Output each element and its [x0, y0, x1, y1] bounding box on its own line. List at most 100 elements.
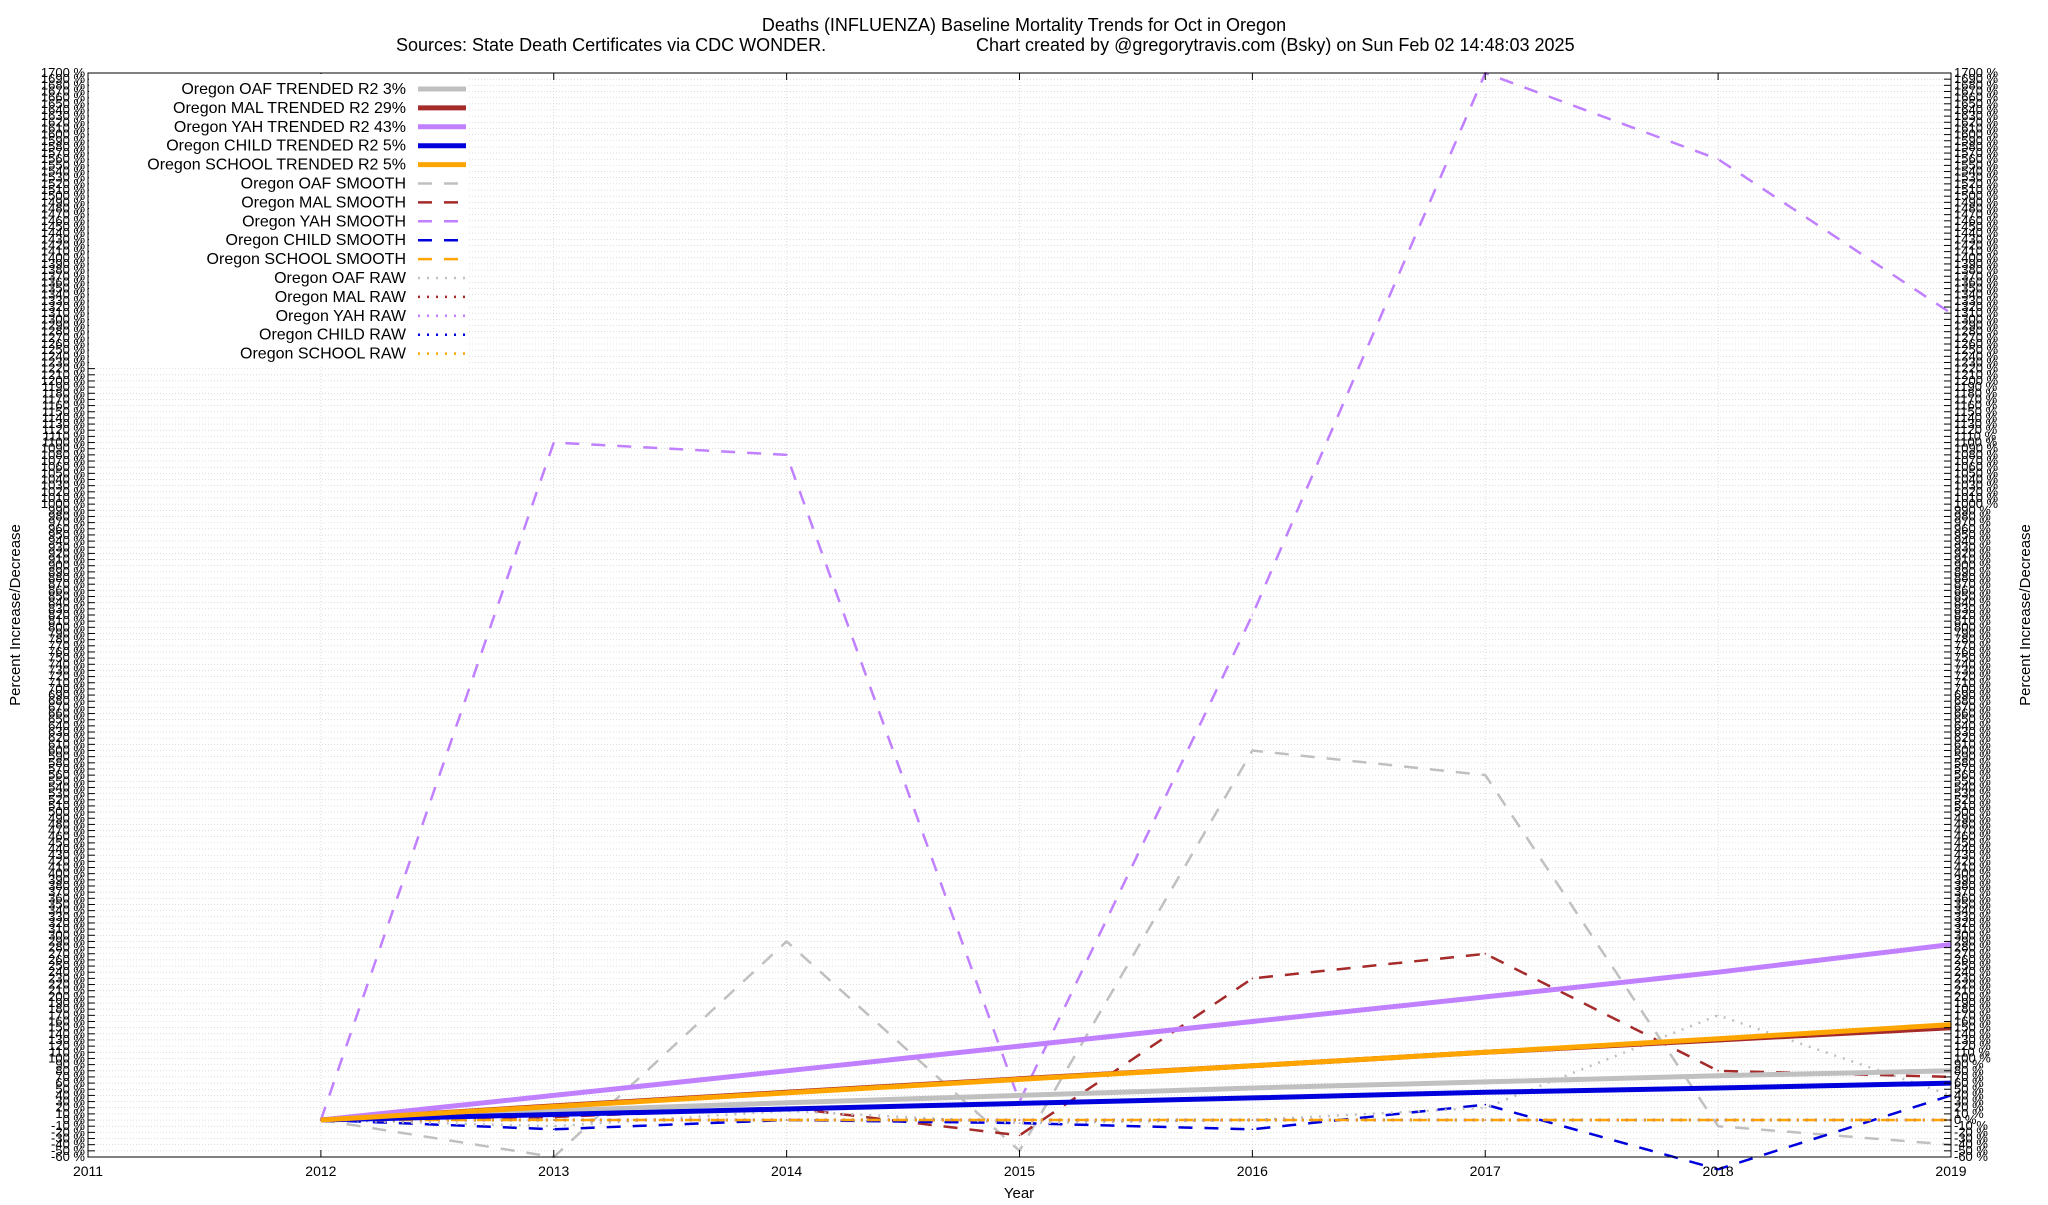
- data-point: [1717, 971, 1719, 973]
- y-tick-label: 1150 %: [1954, 404, 1998, 419]
- data-point: [1484, 1091, 1487, 1094]
- y-tick-label: 250 %: [48, 958, 85, 973]
- y-tick-label: 1570 %: [41, 145, 86, 160]
- y-tick-label: 1520 %: [41, 176, 86, 191]
- y-tick-label: 530 %: [1954, 786, 1991, 801]
- data-point: [1251, 977, 1254, 980]
- data-point: [1251, 1020, 1254, 1023]
- y-tick-label: 170 %: [48, 1007, 85, 1022]
- y-tick-label: 1420 %: [41, 237, 86, 252]
- data-point: [553, 1128, 555, 1131]
- y-tick-label: 900 %: [1954, 558, 1991, 573]
- data-point: [1717, 1070, 1719, 1072]
- y-tick-label: 1410 %: [1954, 244, 1999, 259]
- y-tick-label: -20 %: [1954, 1124, 1988, 1139]
- y-tick-label: 230 %: [1954, 970, 1991, 985]
- data-point: [1251, 1128, 1254, 1131]
- series-line-8: [320, 1094, 1952, 1171]
- y-tick-label: 190 %: [48, 995, 85, 1010]
- data-point: [553, 441, 555, 444]
- data-point: [1018, 1119, 1021, 1121]
- y-tick-label: 1360 %: [1954, 274, 1999, 289]
- y-tick-label: 1180 %: [42, 385, 86, 400]
- y-tick-label: 1030 %: [41, 478, 86, 493]
- y-tick-label: 1200 %: [1954, 373, 1999, 388]
- series-layer: [319, 71, 1952, 1171]
- y-tick-label: 820 %: [48, 607, 85, 622]
- y-tick-label: 510 %: [48, 798, 85, 813]
- x-tick-label: 2013: [538, 1163, 569, 1179]
- y-tick-label: 1220 %: [41, 361, 86, 376]
- x-tick-label: 2014: [771, 1163, 802, 1179]
- y-tick-label: 1150 %: [42, 404, 86, 419]
- y-tick-label: 1590 %: [41, 133, 86, 148]
- y-tick-label: 1080 %: [1954, 447, 1999, 462]
- y-tick-label: 1250 %: [1954, 342, 1999, 357]
- y-tick-label: 850 %: [1954, 589, 1991, 604]
- legend-label: Oregon MAL TRENDED R2 29%: [173, 100, 406, 117]
- y-tick-label: 780 %: [48, 632, 85, 647]
- y-tick-label: 110 %: [49, 1044, 85, 1059]
- y-tick-label: 1680 %: [41, 77, 86, 92]
- data-point: [1251, 1087, 1254, 1089]
- y-tick-label: 270 %: [48, 946, 85, 961]
- y-tick-label: -40 %: [51, 1137, 85, 1152]
- data-point: [785, 1119, 788, 1121]
- y-tick-label: 1620 %: [41, 114, 86, 129]
- y-tick-label: 570 %: [48, 761, 85, 776]
- y-tick-label: 60 %: [1954, 1075, 1984, 1090]
- y-tick-label: 540 %: [1954, 779, 1991, 794]
- y-tick-label: 330 %: [48, 909, 85, 924]
- y-tick-label: 360 %: [48, 890, 85, 905]
- y-tick-label: 1040 %: [41, 472, 86, 487]
- x-tick-label: 2016: [1237, 1163, 1268, 1179]
- y-tick-label: -50 %: [1954, 1143, 1988, 1158]
- legend-label: Oregon YAH RAW: [276, 308, 407, 325]
- y-tick-label: 1240 %: [1954, 348, 1999, 363]
- series-line-7: [319, 71, 1952, 1121]
- y-tick-label: 1070 %: [1954, 453, 1999, 468]
- y-tick-label: 40 %: [1954, 1087, 1984, 1102]
- data-point: [1717, 1125, 1719, 1127]
- y-tick-label: 220 %: [48, 977, 85, 992]
- y-tick-label: 970 %: [1954, 515, 1991, 530]
- y-tick-label: 610 %: [1954, 736, 1991, 751]
- y-tick-label: 20 %: [55, 1100, 85, 1115]
- y-tick-label: 720 %: [1954, 669, 1991, 684]
- y-tick-label: 810 %: [48, 613, 85, 628]
- y-tick-label: -60 %: [51, 1149, 85, 1164]
- y-tick-label: 1260 %: [41, 336, 86, 351]
- y-tick-label: 1410 %: [41, 244, 86, 259]
- y-tick-label: 490 %: [1954, 810, 1991, 825]
- data-point: [553, 1094, 555, 1097]
- y-tick-label: 1540 %: [1954, 164, 1999, 179]
- y-tick-label: 1280 %: [41, 324, 86, 339]
- y-tick-label: 1230 %: [1954, 354, 1999, 369]
- data-point: [1251, 1119, 1254, 1121]
- y-tick-label: 180 %: [48, 1001, 85, 1016]
- y-tick-label: 1240 %: [41, 348, 86, 363]
- y-tick-label: 370 %: [1954, 884, 1991, 899]
- y-tick-label: 980 %: [48, 508, 85, 523]
- y-tick-label: 900 %: [48, 558, 85, 573]
- y-tick-label: -60 %: [1954, 1149, 1988, 1164]
- y-tick-label: 410 %: [48, 860, 85, 875]
- y-tick-label: 540 %: [48, 779, 85, 794]
- y-tick-label: 820 %: [1954, 607, 1991, 622]
- y-tick-label: 1660 %: [1954, 90, 1999, 105]
- y-tick-label: 340 %: [1954, 903, 1991, 918]
- y-tick-label: 1320 %: [41, 299, 86, 314]
- y-tick-label: 1000 %: [41, 496, 86, 511]
- y-tick-label: 680 %: [48, 693, 85, 708]
- y-tick-label: 170 %: [1954, 1007, 1991, 1022]
- y-tick-label: 1490 %: [1954, 194, 1999, 209]
- y-tick-label: 650 %: [48, 712, 85, 727]
- y-tick-label: 910 %: [1954, 552, 1991, 567]
- data-point: [1251, 1097, 1254, 1099]
- y-tick-label: 600 %: [1954, 743, 1991, 758]
- y-tick-label: 100 %: [1954, 1050, 1991, 1065]
- data-point: [785, 454, 788, 456]
- y-tick-label: 550 %: [1954, 773, 1991, 788]
- y-tick-label: 760 %: [48, 644, 85, 659]
- y-tick-label: 1610 %: [1954, 120, 1999, 135]
